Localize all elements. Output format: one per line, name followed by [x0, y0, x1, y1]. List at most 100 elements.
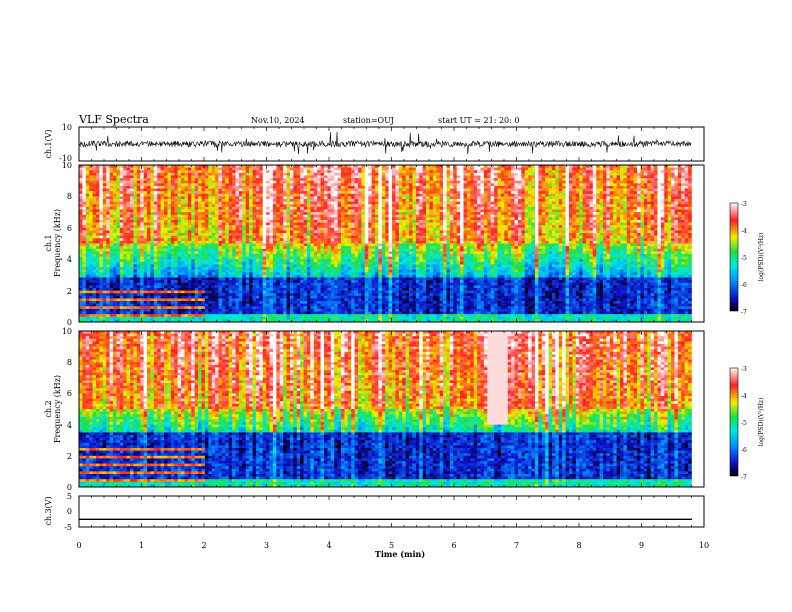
spec1-cell: [232, 173, 236, 176]
spec1-cell: [195, 270, 199, 273]
spec1-cell: [188, 194, 192, 197]
spec1-cell: [287, 264, 291, 267]
spec1-cell: [317, 296, 321, 299]
spec1-cell: [348, 246, 352, 249]
spec1-cell: [273, 238, 277, 241]
spec1-cell: [99, 244, 103, 247]
spec1-cell: [205, 181, 209, 184]
spec1-cell: [280, 199, 284, 202]
spec1-cell: [208, 301, 212, 304]
spec1-cell: [89, 249, 93, 252]
spec1-cell: [283, 196, 287, 199]
spec1-cell: [106, 314, 110, 317]
spec1-cell: [212, 189, 216, 192]
spec1-cell: [225, 317, 229, 320]
spec1-cell: [137, 285, 141, 288]
spec1-cell: [198, 223, 202, 226]
spec1-cell: [116, 220, 120, 223]
spec1-cell: [191, 283, 195, 286]
spec1-cell: [82, 251, 86, 254]
spec1-cell: [127, 270, 131, 273]
spec1-cell: [283, 183, 287, 186]
spec1-cell: [137, 202, 141, 205]
spec1-cell: [137, 259, 141, 262]
spec1-cell: [99, 236, 103, 239]
spec1-cell: [140, 230, 144, 233]
spec1-cell: [283, 314, 287, 317]
spec1-cell: [113, 264, 117, 267]
spec1-cell: [130, 209, 134, 212]
spec1-cell: [96, 314, 100, 317]
spec1-cell: [127, 296, 131, 299]
spec1-cell: [188, 306, 192, 309]
spec1-cell: [324, 225, 328, 228]
spec1-cell: [293, 288, 297, 291]
spec1-cell: [314, 223, 318, 226]
spec1-cell: [144, 309, 148, 312]
figure-title: VLF Spectra: [78, 113, 149, 126]
spec1-cell: [229, 202, 233, 205]
spec1-cell: [341, 317, 345, 320]
spec1-cell: [181, 170, 185, 173]
spec1-cell: [103, 202, 107, 205]
spec1-cell: [195, 285, 199, 288]
spec1-cell: [110, 168, 114, 171]
spec1-cell: [256, 309, 260, 312]
spec1-cell: [246, 173, 250, 176]
spec1-cell: [287, 215, 291, 218]
spec1-cell: [205, 291, 209, 294]
spec1-cell: [208, 209, 212, 212]
spec1-cell: [348, 314, 352, 317]
spec1-cell: [140, 291, 144, 294]
spec1-cell: [79, 204, 83, 207]
spec1-cell: [293, 233, 297, 236]
spec1-cell: [93, 212, 97, 215]
spec1-cell: [205, 259, 209, 262]
spec1-cell: [147, 312, 151, 315]
spec1-cell: [150, 181, 154, 184]
spec1-cell: [283, 194, 287, 197]
spec1-cell: [341, 196, 345, 199]
spec1-cell: [341, 178, 345, 181]
spec1-cell: [222, 312, 226, 315]
spec1-cell: [276, 270, 280, 273]
spec1-cell: [174, 244, 178, 247]
spec1-cell: [188, 270, 192, 273]
spec1-cell: [307, 225, 311, 228]
spec1-cell: [137, 257, 141, 260]
spec1-cell: [99, 186, 103, 189]
spec1-cell: [331, 312, 335, 315]
spec1-cell: [300, 317, 304, 320]
spec1-cell: [205, 267, 209, 270]
spec1-cell: [219, 217, 223, 220]
spec1-cell: [205, 244, 209, 247]
spec1-cell: [212, 225, 216, 228]
spec1-cell: [212, 267, 216, 270]
spec1-cell: [249, 283, 253, 286]
spec1-cell: [270, 209, 274, 212]
spec1-cell: [293, 225, 297, 228]
spec1-cell: [310, 312, 314, 315]
spec1-cell: [351, 168, 355, 171]
spec1-cell: [334, 251, 338, 254]
spec1-cell: [123, 304, 127, 307]
spec1-cell: [317, 207, 321, 210]
spec1-cell: [123, 264, 127, 267]
spec1-cell: [297, 291, 301, 294]
spec1-cell: [307, 204, 311, 207]
spec1-cell: [130, 257, 134, 260]
spec1-cell: [127, 202, 131, 205]
spec1-cell: [297, 301, 301, 304]
spec1-cell: [344, 215, 348, 218]
spec1-cell: [219, 238, 223, 241]
spec1-cell: [79, 207, 83, 210]
spec1-cell: [355, 215, 359, 218]
spec1-cell: [96, 262, 100, 265]
spec1-cell: [208, 228, 212, 231]
spec1-cell: [113, 254, 117, 257]
spec1-cell: [127, 189, 131, 192]
spec1-cell: [321, 280, 325, 283]
spec1-cell: [334, 275, 338, 278]
spec1-cell: [256, 278, 260, 281]
spec1-cell: [324, 170, 328, 173]
